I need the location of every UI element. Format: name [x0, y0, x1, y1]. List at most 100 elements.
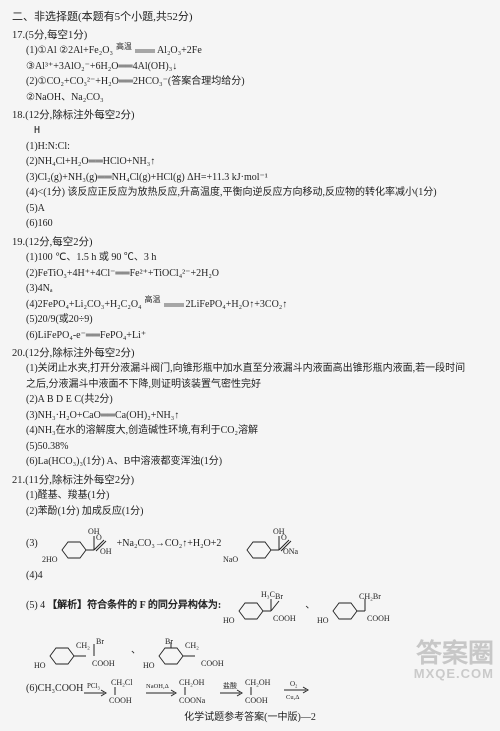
- triangle-equal-icon: [135, 47, 155, 55]
- q21-l1: (1)醛基、羧基(1分): [12, 489, 488, 504]
- svg-text:Br: Br: [165, 637, 173, 646]
- q20-l3: (3)NH₃·H₂O+CaO══Ca(OH)₂+NH₃↑: [12, 409, 488, 424]
- structure-phenol-hydroxy-salt: NaO OH O ONa: [223, 520, 303, 568]
- structure-isomer-4: HO Br CH₂ COOH: [143, 630, 238, 674]
- structure-isomer-3: HO CH₂ Br COOH: [34, 630, 129, 674]
- struct-step3: CH₂OH COOH: [245, 675, 283, 705]
- svg-text:COONa: COONa: [179, 696, 206, 705]
- q20-l5: (5)50.38%: [12, 440, 488, 455]
- svg-text:HO: HO: [317, 616, 329, 625]
- q21-head: 21.(11分,除标注外每空2分): [12, 473, 488, 488]
- question-21: 21.(11分,除标注外每空2分) (1)醛基、羧基(1分) (2)苯酚(1分)…: [12, 473, 488, 705]
- q20-head: 20.(12分,除标注外每空2分): [12, 346, 488, 361]
- section-title: 二、非选择题(本题有5个小题,共52分): [12, 10, 488, 26]
- svg-text:NaO: NaO: [223, 555, 238, 564]
- question-17: 17.(5分,每空1分) (1)①Al ②2Al+Fe₂O₃ 高温 Al₂O₃+…: [12, 28, 488, 105]
- svg-text:HO: HO: [223, 616, 235, 625]
- q18-l4: (3)Cl₂(g)+NH₃(g)══NH₄Cl(g)+HCl(g) ΔH=+11…: [12, 171, 488, 186]
- svg-text:COOH: COOH: [273, 614, 296, 623]
- page-footer: 化学试题参考答案(一中版)—2: [12, 711, 488, 726]
- svg-text:NaOH,Δ: NaOH,Δ: [146, 683, 169, 690]
- q19-head: 19.(12分,每空2分): [12, 235, 488, 250]
- equal-icon: [164, 301, 184, 309]
- q19-l6: (6)LiFePO₄-e⁻══FePO₄+Li⁺: [12, 329, 488, 344]
- svg-text:CH₂OH: CH₂OH: [245, 678, 271, 687]
- svg-text:O: O: [96, 533, 102, 542]
- svg-text:COOH: COOH: [367, 614, 390, 623]
- q19-l4-cond: 高温: [145, 294, 161, 306]
- svg-text:ONa: ONa: [283, 547, 299, 556]
- question-18: 18.(12分,除标注外每空2分) H (1)H:N:Cl: (2)NH₄Cl+…: [12, 108, 488, 232]
- structure-isomer-1: HO H₃C Br COOH: [223, 585, 303, 629]
- q17-line4: ②NaOH、Na₂CO₃: [12, 91, 488, 106]
- q21-l2: (2)苯酚(1分) 加成反应(1分): [12, 505, 488, 520]
- svg-text:Br: Br: [275, 592, 283, 601]
- q17-l1-cond: 高温: [116, 41, 132, 53]
- q20-l4: (4)NH₃在水的溶解度大,创造碱性环境,有利于CO₂溶解: [12, 424, 488, 439]
- q17-l1b: Al₂O₃+2Fe: [157, 44, 202, 59]
- arrow-o2cu: O₂ Cu,Δ: [284, 680, 310, 700]
- svg-text:CH₂Br: CH₂Br: [359, 592, 381, 601]
- q19-l4a: (4)2FePO₄+Li₂CO₃+H₂C₂O₄: [26, 298, 142, 313]
- arrow-pcl3: PCl₃: [84, 681, 108, 699]
- q20-l1: (1)关闭止水夹,打开分液漏斗阀门,向锥形瓶中加水直至分液漏斗内液面高出锥形瓶内…: [12, 362, 488, 377]
- svg-text:O: O: [281, 533, 287, 542]
- q19-l3: (3)4Nₐ: [12, 282, 488, 297]
- q20-l6: (6)La(HCO₃)₃(1分) A、B中溶液都变浑浊(1分): [12, 455, 488, 470]
- q18-lewis: (1)H:N:Cl:: [26, 141, 70, 152]
- svg-text:COOH: COOH: [92, 659, 115, 668]
- q18-head: 18.(12分,除标注外每空2分): [12, 108, 488, 123]
- structure-phenol-hydroxy-acid: 2HO OH O OH: [40, 520, 115, 568]
- q19-l4b: 2LiFePO₄+H₂O↑+3CO₂↑: [186, 298, 288, 313]
- svg-text:CH₂OH: CH₂OH: [179, 678, 205, 687]
- q19-l2: (2)FeTiO₃+4H⁺+4Cl⁻══Fe²⁺+TiOCl₄²⁻+2H₂O: [12, 267, 488, 282]
- question-19: 19.(12分,每空2分) (1)100 ℃、1.5 h 或 90 ℃、3 h …: [12, 235, 488, 343]
- q18-l6: (5)A: [12, 202, 488, 217]
- svg-text:盐酸: 盐酸: [223, 681, 237, 690]
- svg-text:CH₂Cl: CH₂Cl: [111, 678, 133, 687]
- structure-isomer-2: HO CH₂Br COOH: [317, 585, 407, 629]
- arrow-hcl: 盐酸: [220, 681, 244, 699]
- q21-l5-label: (5) 4: [26, 599, 45, 614]
- arrow-naoh: NaOH,Δ: [146, 681, 178, 699]
- svg-text:OH: OH: [100, 547, 112, 556]
- q19-l4: (4)2FePO₄+Li₂CO₃+H₂C₂O₄ 高温 2LiFePO₄+H₂O↑…: [12, 298, 488, 313]
- q20-l2: (2)A B D E C(共2分): [12, 393, 488, 408]
- q21-l3-label: (3): [26, 537, 38, 552]
- q17-line1: (1)①Al ②2Al+Fe₂O₃ 高温 Al₂O₃+2Fe: [12, 44, 488, 59]
- q18-l3: (2)NH₄Cl+H₂O══HClO+NH₃↑: [12, 155, 488, 170]
- svg-text:Br: Br: [96, 637, 104, 646]
- q21-l3: (3) 2HO OH O OH +Na₂CO₃→CO₂↑+H₂O+2 NaO O…: [12, 520, 488, 568]
- q18-l7: (6)160: [12, 217, 488, 232]
- q21-l6-start: (6)CH₃COOH: [26, 682, 83, 697]
- q21-l5-text: 【解析】符合条件的 F 的同分异构体为:: [47, 599, 221, 614]
- struct-step1: CH₂Cl COOH: [109, 675, 145, 705]
- q17-line2: ③Al³⁺+3AlO₂⁻+6H₂O══4Al(OH)₃↓: [12, 60, 488, 75]
- svg-text:HO: HO: [143, 661, 155, 670]
- svg-text:Cu,Δ: Cu,Δ: [286, 694, 299, 700]
- q20-l1b: 之后,分液漏斗中液面不下降,则证明该装置气密性完好: [12, 378, 488, 393]
- q21-l6: (6)CH₃COOH PCl₃ CH₂Cl COOH NaOH,Δ CH₂OH …: [12, 675, 488, 705]
- svg-text:2HO: 2HO: [42, 555, 58, 564]
- q19-l5: (5)20/9(或20÷9): [12, 313, 488, 328]
- svg-text:O₂: O₂: [290, 680, 298, 688]
- svg-text:PCl₃: PCl₃: [87, 682, 101, 690]
- q19-l1: (1)100 ℃、1.5 h 或 90 ℃、3 h: [12, 251, 488, 266]
- struct-step2: CH₂OH COONa: [179, 675, 219, 705]
- q21-l5: (5) 4 【解析】符合条件的 F 的同分异构体为: HO H₃C Br COO…: [12, 585, 488, 629]
- sep2: 、: [131, 644, 141, 659]
- q17-head: 17.(5分,每空1分): [12, 28, 488, 43]
- q18-l2: (1)H:N:Cl:: [12, 140, 488, 155]
- q21-l5b: HO CH₂ Br COOH 、 HO Br CH₂ COOH: [12, 630, 488, 674]
- q21-l3-mid: +Na₂CO₃→CO₂↑+H₂O+2: [117, 537, 222, 552]
- svg-text:CH₂: CH₂: [76, 641, 90, 650]
- svg-text:HO: HO: [34, 661, 46, 670]
- svg-text:COOH: COOH: [201, 659, 224, 668]
- svg-text:COOH: COOH: [245, 696, 268, 705]
- svg-text:CH₂: CH₂: [185, 641, 199, 650]
- svg-text:H₃C: H₃C: [261, 590, 275, 599]
- svg-text:COOH: COOH: [109, 696, 132, 705]
- q18-l5: (4)<(1分) 该反应正反应为放热反应,升高温度,平衡向逆反应方向移动,反应物…: [12, 186, 488, 201]
- q21-l4: (4)4: [12, 569, 488, 584]
- q17-l1a: (1)①Al ②2Al+Fe₂O₃: [26, 44, 113, 59]
